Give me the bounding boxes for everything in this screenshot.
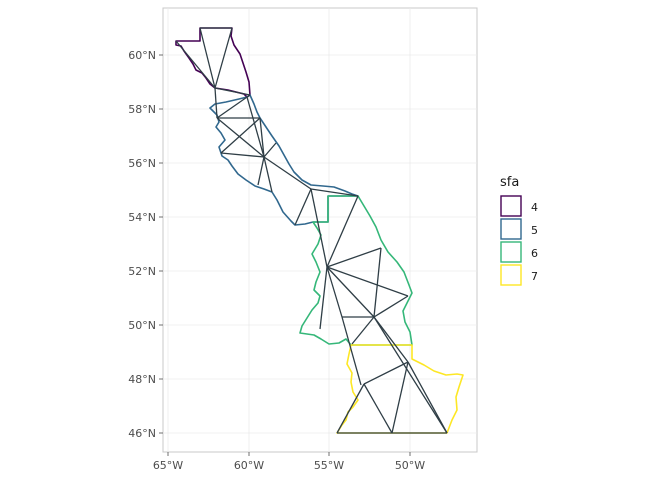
legend-item-7: 7 xyxy=(500,264,538,286)
y-tick-label: 52°N xyxy=(128,265,156,278)
legend-key-4 xyxy=(500,195,522,217)
y-tick-label: 50°N xyxy=(128,319,156,332)
sfa-5-outline xyxy=(209,94,359,226)
legend-key-7 xyxy=(500,264,522,286)
legend-title: sfa xyxy=(500,175,519,190)
x-tick-label: 50°W xyxy=(395,459,425,472)
legend-label: 7 xyxy=(531,270,538,283)
x-tick-label: 55°W xyxy=(314,459,344,472)
x-axis-labels: 65°W 60°W 55°W 50°W xyxy=(153,459,425,472)
legend: sfa 4 5 6 7 xyxy=(500,175,538,286)
x-tick-label: 60°W xyxy=(234,459,264,472)
legend-label: 5 xyxy=(531,224,538,237)
legend-key-6 xyxy=(500,241,522,263)
y-axis-labels: 46°N 48°N 50°N 52°N 54°N 56°N 58°N 60°N xyxy=(128,49,156,440)
legend-item-5: 5 xyxy=(500,218,538,240)
legend-label: 4 xyxy=(531,201,538,214)
y-tick-label: 48°N xyxy=(128,373,156,386)
legend-item-6: 6 xyxy=(500,241,538,263)
x-tick-label: 65°W xyxy=(153,459,183,472)
mesh-edges xyxy=(175,27,448,434)
y-tick-label: 60°N xyxy=(128,49,156,62)
legend-key-5 xyxy=(500,218,522,240)
y-tick-label: 58°N xyxy=(128,103,156,116)
legend-item-4: 4 xyxy=(500,195,538,217)
legend-label: 6 xyxy=(531,247,538,260)
y-tick-label: 46°N xyxy=(128,427,156,440)
axis-ticks xyxy=(159,54,411,456)
y-tick-label: 56°N xyxy=(128,157,156,170)
sfa-6-outline xyxy=(299,195,413,346)
y-tick-label: 54°N xyxy=(128,211,156,224)
